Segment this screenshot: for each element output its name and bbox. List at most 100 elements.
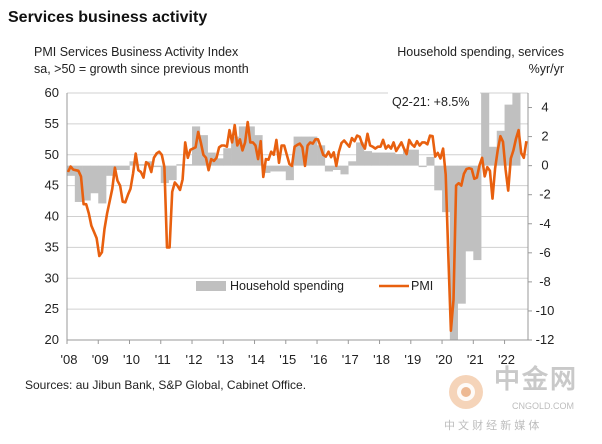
watermark-tagline: 中 文 财 经 新 媒 体 <box>444 420 540 432</box>
household-spending-bar <box>309 136 318 166</box>
chart-title: Services business activity <box>8 9 208 26</box>
household-spending-bar <box>504 104 513 166</box>
x-tick-label: '18 <box>373 352 390 367</box>
x-tick-label: '20 <box>436 352 453 367</box>
left-tick-label: 50 <box>45 147 59 162</box>
household-spending-bar <box>74 165 83 202</box>
household-spending-bar <box>395 154 404 166</box>
right-tick-label: -8 <box>539 274 551 289</box>
left-tick-label: 30 <box>45 270 59 285</box>
right-tick-label: -2 <box>539 187 551 202</box>
left-axis-subtitle: sa, >50 = growth since previous month <box>34 62 249 76</box>
household-spending-bar <box>223 148 232 166</box>
right-axis-title: Household spending, services <box>397 45 564 59</box>
x-tick-label: '12 <box>186 352 203 367</box>
household-spending-bar <box>67 165 76 176</box>
household-spending-bar <box>121 165 130 171</box>
household-spending-bar <box>356 142 365 166</box>
right-tick-label: -6 <box>539 245 551 260</box>
household-spending-bar <box>363 151 373 166</box>
household-spending-bar <box>426 156 435 166</box>
left-tick-label: 20 <box>45 332 59 347</box>
household-spending-bar <box>215 158 224 166</box>
annotation-q2-21: Q2-21: +8.5% <box>392 95 469 109</box>
household-spending-bar <box>270 165 279 172</box>
household-spending-bar <box>98 165 107 204</box>
household-spending-bar <box>82 165 91 201</box>
x-tick-label: '10 <box>123 352 140 367</box>
x-tick-label: '19 <box>404 352 421 367</box>
coin-icon <box>449 375 483 409</box>
household-spending-bar <box>176 164 185 166</box>
x-tick-label: '21 <box>467 352 484 367</box>
household-spending-bar <box>473 165 482 261</box>
household-spending-bar <box>184 164 193 166</box>
x-tick-label: '17 <box>342 352 359 367</box>
household-spending-bar <box>410 149 419 166</box>
household-spending-bar <box>277 165 287 172</box>
household-spending-bar <box>481 93 490 166</box>
right-tick-label: 0 <box>541 158 548 173</box>
x-tick-label: '14 <box>248 352 265 367</box>
household-spending-bar <box>324 165 333 172</box>
household-spending-bar <box>152 165 162 168</box>
pmi-line <box>66 120 528 332</box>
watermark-name: 中金网 <box>494 364 579 394</box>
household-spending-bar <box>348 161 357 166</box>
x-tick-label: '09 <box>92 352 109 367</box>
household-spending-bar <box>379 152 388 166</box>
household-spending-bar <box>262 165 271 173</box>
household-spending-bar <box>317 145 326 166</box>
watermark-logo: 中金网 CNGOLD.COM 中 文 财 经 新 媒 体 <box>440 360 600 444</box>
household-spending-bar <box>199 135 208 166</box>
household-spending-bar <box>137 164 146 166</box>
household-spending-bar <box>231 136 240 166</box>
annotation-background <box>388 92 480 110</box>
household-spending-bar <box>285 165 294 181</box>
x-tick-label: '11 <box>155 352 171 367</box>
right-tick-label: -12 <box>536 332 555 347</box>
legend-label-pmi: PMI <box>411 279 433 293</box>
household-spending-bar <box>106 165 115 176</box>
x-tick-label: '13 <box>217 352 234 367</box>
left-tick-label: 45 <box>45 178 59 193</box>
right-tick-label: -10 <box>536 303 555 318</box>
household-spending-bar <box>371 152 380 166</box>
household-spending-bar <box>457 165 466 304</box>
household-spending-bar <box>465 165 474 252</box>
household-spending-bar <box>340 165 349 175</box>
household-spending-bar <box>488 146 498 166</box>
legend-label-household: Household spending <box>230 279 344 293</box>
watermark-url: CNGOLD.COM <box>512 401 575 411</box>
left-tick-label: 35 <box>45 239 59 254</box>
source-note: Sources: au Jibun Bank, S&P Global, Cabi… <box>25 378 307 392</box>
household-spending-bar <box>332 165 341 171</box>
household-spending-bar <box>293 136 302 166</box>
household-spending-bar <box>387 152 396 166</box>
household-spending-bar <box>496 130 505 166</box>
household-spending-bar <box>246 126 255 166</box>
x-tick-label: '15 <box>279 352 296 367</box>
household-spending-bar <box>168 165 177 181</box>
left-tick-label: 40 <box>45 209 59 224</box>
household-spending-bar <box>113 165 122 171</box>
left-tick-label: 25 <box>45 301 59 316</box>
legend-swatch-household <box>196 281 226 291</box>
household-spending-bar <box>434 165 443 191</box>
household-spending-bar <box>418 165 427 168</box>
right-tick-label: 2 <box>541 129 548 144</box>
x-tick-label: '22 <box>498 352 515 367</box>
household-spending-bar <box>402 149 412 166</box>
right-tick-label: 4 <box>541 100 548 115</box>
right-tick-label: -4 <box>539 216 551 231</box>
legend: Household spending PMI <box>196 279 433 293</box>
right-axis-unit: %yr/yr <box>528 62 564 76</box>
left-tick-label: 55 <box>45 116 59 131</box>
household-spending-bar <box>90 165 99 194</box>
x-tick-label: '08 <box>61 352 78 367</box>
left-tick-label: 60 <box>45 85 59 100</box>
household-spending-bar <box>301 136 310 166</box>
household-spending-bar <box>512 93 521 166</box>
